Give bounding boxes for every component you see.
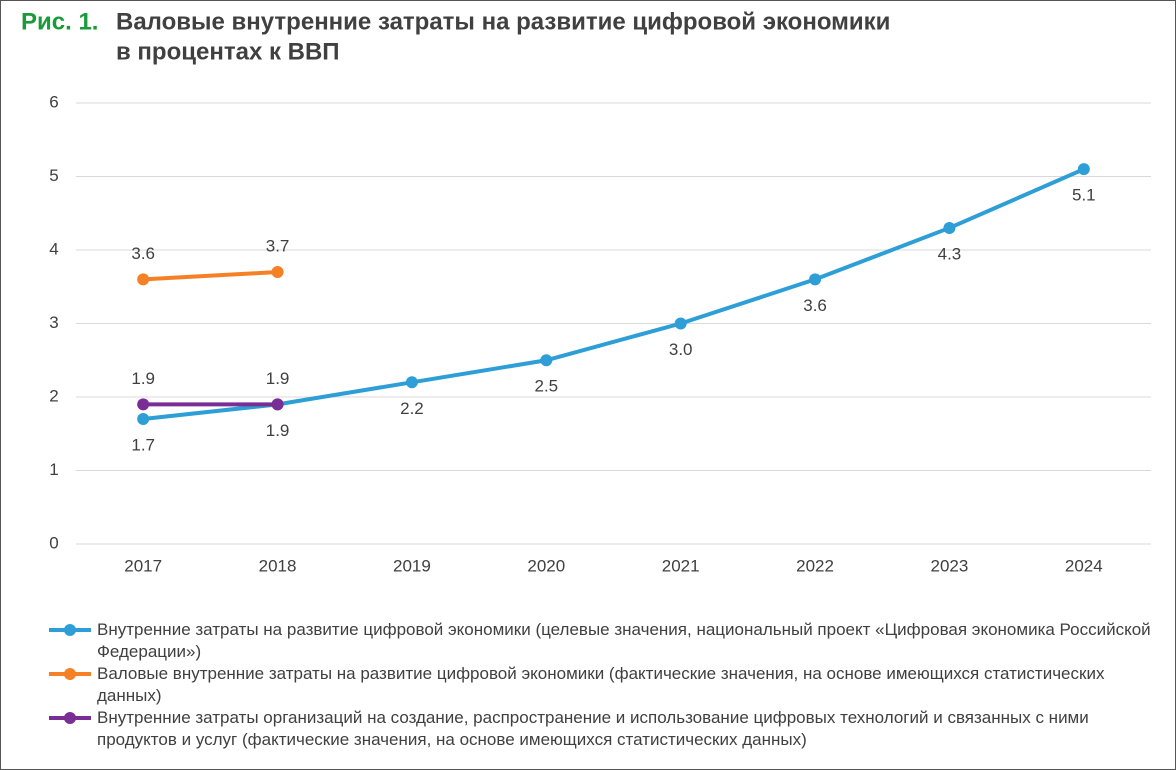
point (137, 273, 150, 286)
data-label: 5.1 (1072, 186, 1096, 205)
y-tick-label: 5 (49, 166, 58, 185)
legend-icon (49, 624, 91, 636)
legend-marker (64, 668, 76, 680)
legend-label: Валовые внутренние затраты на развитие ц… (97, 664, 1105, 705)
legend-item: Внутренние затраты организаций на создан… (47, 707, 1167, 751)
point (137, 413, 150, 426)
y-tick-label: 2 (49, 386, 58, 405)
data-label: 1.9 (131, 369, 155, 388)
series-line (142, 167, 1085, 422)
point (271, 266, 284, 279)
point (1077, 163, 1090, 176)
figure-label: Рис. 1. (21, 8, 98, 35)
data-label: 3.6 (131, 244, 155, 263)
data-label: 3.7 (266, 237, 290, 256)
chart-title: в процентах к ВВП (116, 38, 340, 65)
data-label: 3.6 (803, 296, 827, 315)
point (674, 317, 687, 330)
x-tick-label: 2023 (931, 556, 969, 575)
x-tick-label: 2020 (527, 556, 565, 575)
x-tick-label: 2018 (259, 556, 297, 575)
x-tick-label: 2017 (124, 556, 162, 575)
y-tick-label: 0 (49, 533, 58, 552)
x-tick-label: 2021 (662, 556, 700, 575)
data-label: 3.0 (669, 340, 693, 359)
legend-item: Внутренние затраты на развитие цифровой … (47, 619, 1167, 663)
legend: Внутренние затраты на развитие цифровой … (47, 619, 1167, 751)
series-line (143, 270, 278, 282)
legend-icon (49, 712, 91, 724)
x-tick-label: 2024 (1065, 556, 1103, 575)
point (943, 221, 956, 234)
legend-label: Внутренние затраты на развитие цифровой … (97, 620, 1151, 661)
x-tick-label: 2022 (796, 556, 834, 575)
legend-marker (64, 624, 76, 636)
data-label: 2.5 (534, 377, 558, 396)
point (540, 354, 553, 367)
point (137, 398, 150, 411)
chart: Рис. 1. Валовые внутренние затраты на ра… (21, 8, 1151, 575)
y-tick-label: 1 (49, 460, 58, 479)
chart-title: Валовые внутренние затраты на развитие ц… (116, 8, 890, 35)
legend-icon (49, 668, 91, 680)
y-tick-label: 6 (49, 92, 58, 111)
point (405, 376, 418, 389)
legend-item: Валовые внутренние затраты на развитие ц… (47, 663, 1167, 707)
point (809, 273, 822, 286)
data-label: 1.9 (266, 369, 290, 388)
legend-marker (64, 712, 76, 724)
x-tick-label: 2019 (393, 556, 431, 575)
data-label: 1.9 (266, 421, 290, 440)
y-tick-label: 4 (49, 239, 58, 258)
data-label: 4.3 (938, 244, 962, 263)
y-tick-label: 3 (49, 313, 58, 332)
point (271, 398, 284, 411)
data-label: 1.7 (131, 436, 155, 455)
legend-label: Внутренние затраты организаций на создан… (97, 708, 1089, 749)
data-label: 2.2 (400, 399, 424, 418)
